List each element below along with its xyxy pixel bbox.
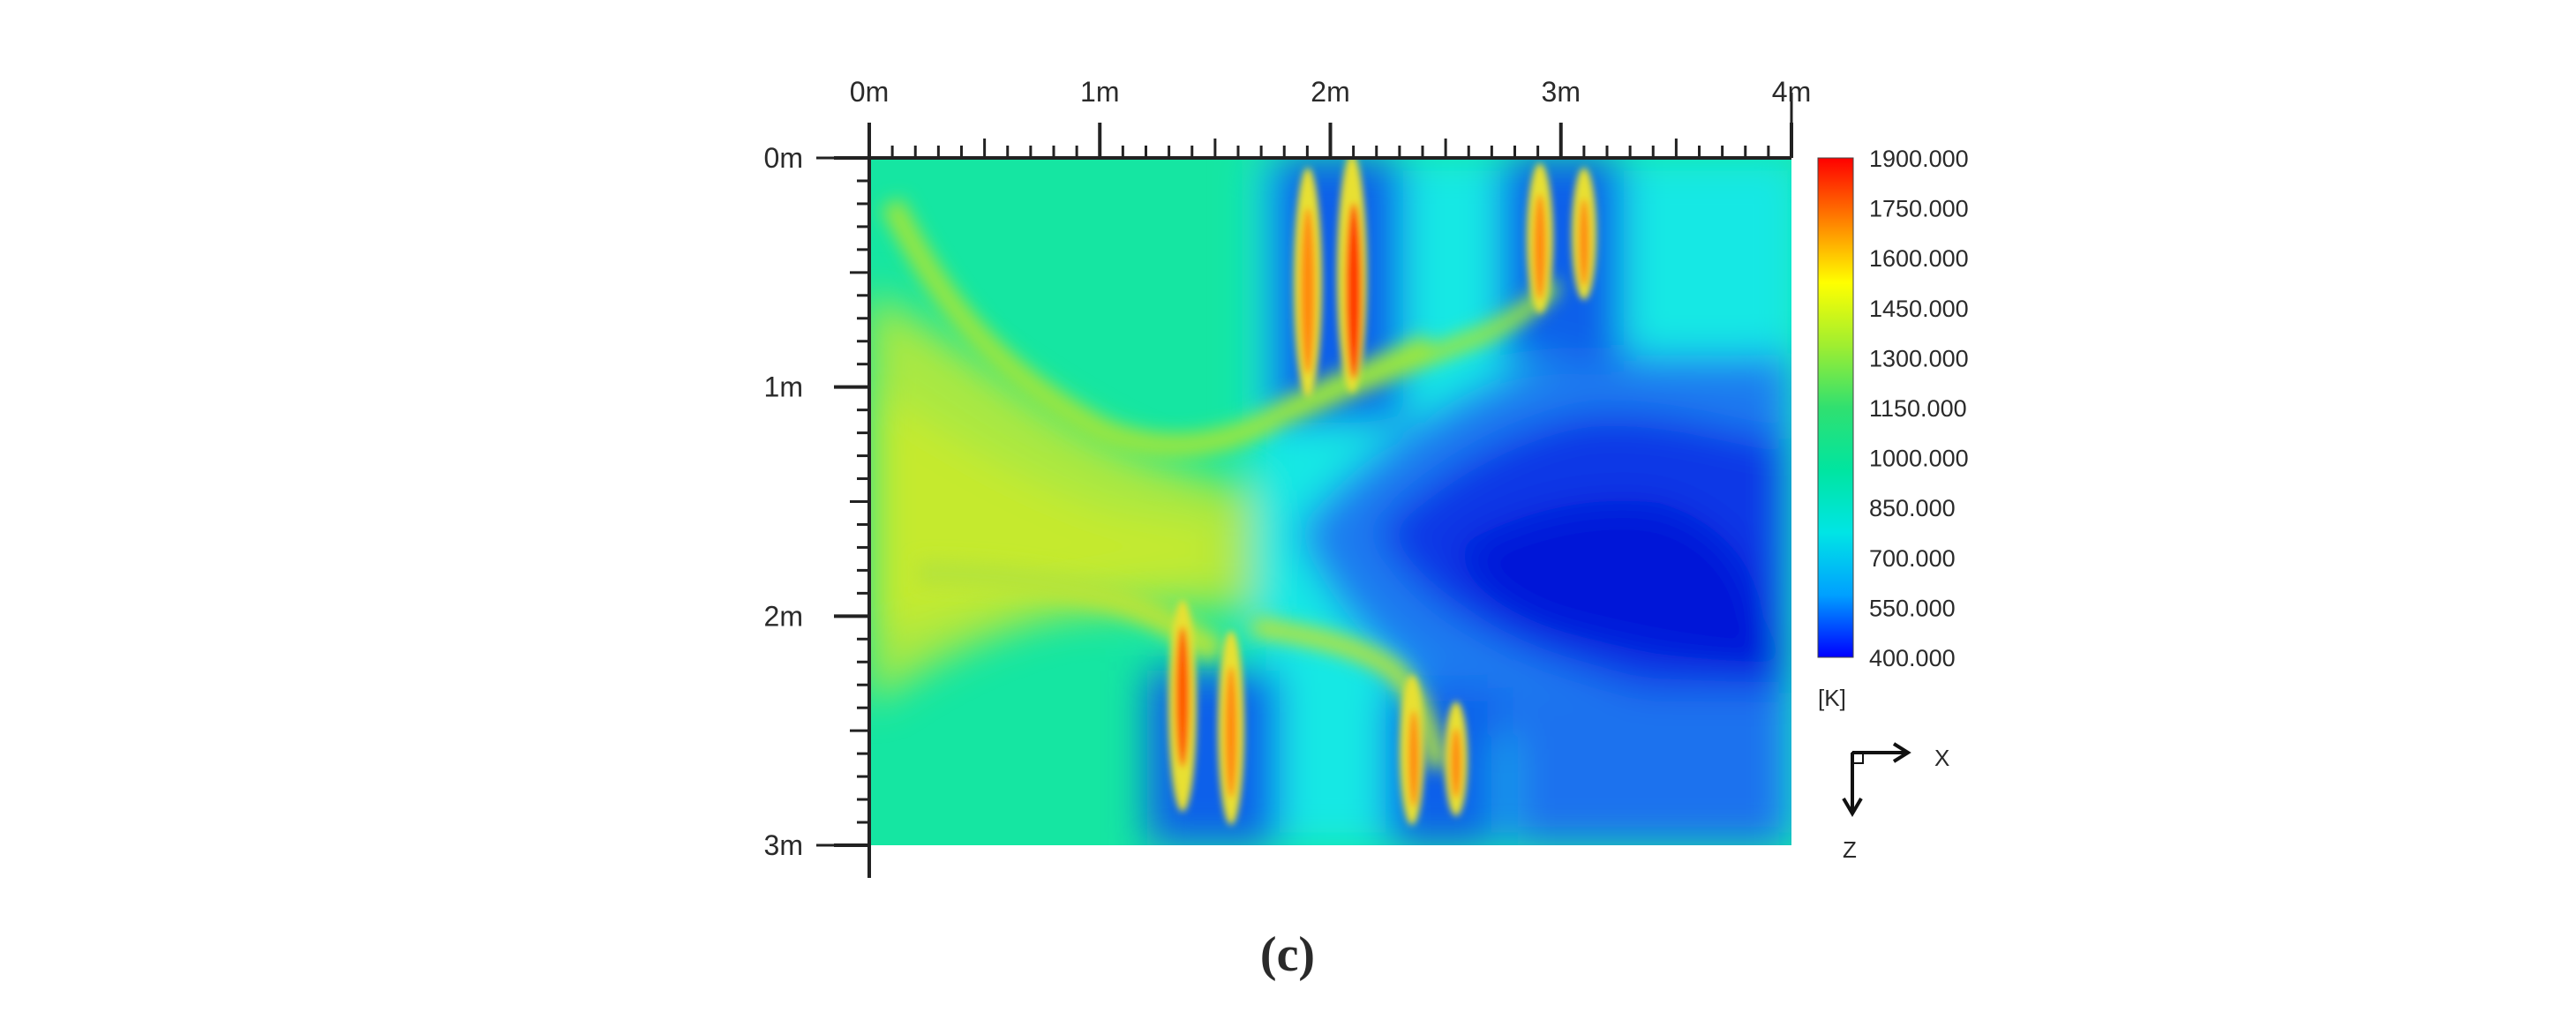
x-direction-label: X — [1934, 745, 1949, 771]
colorbar-tick-label: 1600.000 — [1869, 245, 1969, 272]
y-ticks — [834, 156, 869, 847]
colorbar: 1900.000 1750.000 1600.000 1450.000 1300.000… — [1817, 146, 1969, 711]
heatmap-field — [869, 158, 1791, 845]
plume-bottom-3-core — [1408, 710, 1419, 807]
plume-bottom-1-core — [1175, 626, 1190, 768]
plume-bottom-2-core — [1225, 666, 1237, 798]
colorbar-tick-label: 400.000 — [1869, 645, 1956, 671]
x-tick-label: 4m — [1772, 76, 1811, 108]
x-tick-label: 3m — [1542, 76, 1581, 108]
x-ticks — [867, 123, 1793, 158]
colorbar-tick-label: 700.000 — [1869, 545, 1956, 572]
plume-bottom-4-core — [1451, 728, 1461, 798]
x-tick-label: 1m — [1080, 76, 1119, 108]
x-tick-label: 2m — [1311, 76, 1349, 108]
plume-top-3-core — [1534, 194, 1546, 300]
lower-branch — [1251, 617, 1448, 770]
y-tick-label: 2m — [764, 600, 803, 632]
z-direction-label: Z — [1843, 836, 1857, 863]
orientation-indicator — [1842, 742, 1911, 817]
colorbar-tick-label: 1150.000 — [1869, 395, 1967, 422]
colorbar-tick-label: 1750.000 — [1869, 196, 1969, 222]
hot-plumes — [1168, 158, 1596, 825]
y-tick-labels: 0m 1m 2m 3m — [764, 142, 803, 861]
cold-zone-core — [1456, 500, 1791, 671]
colorbar-tick-label: 1900.000 — [1869, 146, 1969, 172]
plume-top-1-core — [1301, 207, 1315, 375]
x-tick-labels: 0m 1m 2m 3m 4m — [850, 76, 1811, 108]
colorbar-tick-labels: 1900.000 1750.000 1600.000 1450.000 1300.000… — [1869, 146, 1969, 671]
plume-top-4-core — [1579, 199, 1589, 287]
y-tick-label: 0m — [764, 142, 803, 174]
x-tick-label: 0m — [850, 76, 889, 108]
plume-top-2-core — [1346, 203, 1362, 379]
colorbar-tick-label: 1000.000 — [1869, 446, 1969, 472]
z-arrow-head — [1842, 797, 1863, 817]
colorbar-tick-label: 550.000 — [1869, 595, 1956, 621]
figure-caption: (c) — [1260, 927, 1315, 982]
y-tick-label: 1m — [764, 371, 803, 403]
colorbar-tick-label: 1450.000 — [1869, 296, 1969, 322]
colorbar-rect — [1817, 157, 1854, 658]
colorbar-tick-label: 1300.000 — [1869, 345, 1969, 371]
colorbar-unit-label: [K] — [1818, 685, 1846, 711]
bottom-blue-band-1 — [1147, 671, 1280, 845]
y-tick-label: 3m — [764, 829, 803, 861]
colorbar-tick-label: 850.000 — [1869, 495, 1956, 521]
top-blue-band-2 — [1500, 158, 1624, 361]
x-arrow-head — [1892, 742, 1911, 763]
bottom-blue-band-3 — [1509, 688, 1791, 845]
